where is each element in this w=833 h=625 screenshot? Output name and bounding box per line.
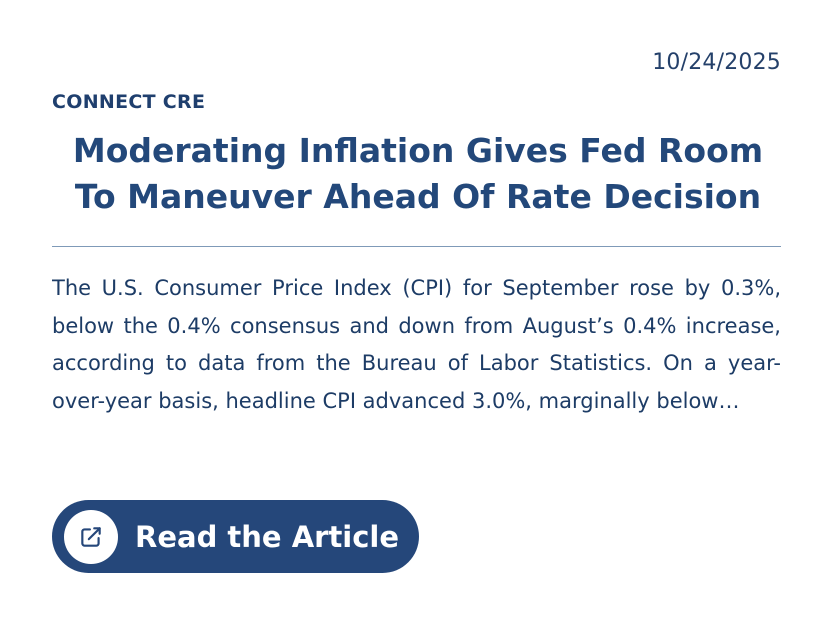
article-source: CONNECT CRE [52,91,206,113]
read-article-button[interactable]: Read the Article [52,500,419,573]
external-link-icon [64,509,118,564]
article-summary: The U.S. Consumer Price Index (CPI) for … [52,276,781,413]
article-date: 10/24/2025 [652,50,781,75]
divider [52,246,781,247]
article-headline: Moderating Inflation Gives Fed Room To M… [72,131,764,216]
read-article-label: Read the Article [135,519,400,554]
